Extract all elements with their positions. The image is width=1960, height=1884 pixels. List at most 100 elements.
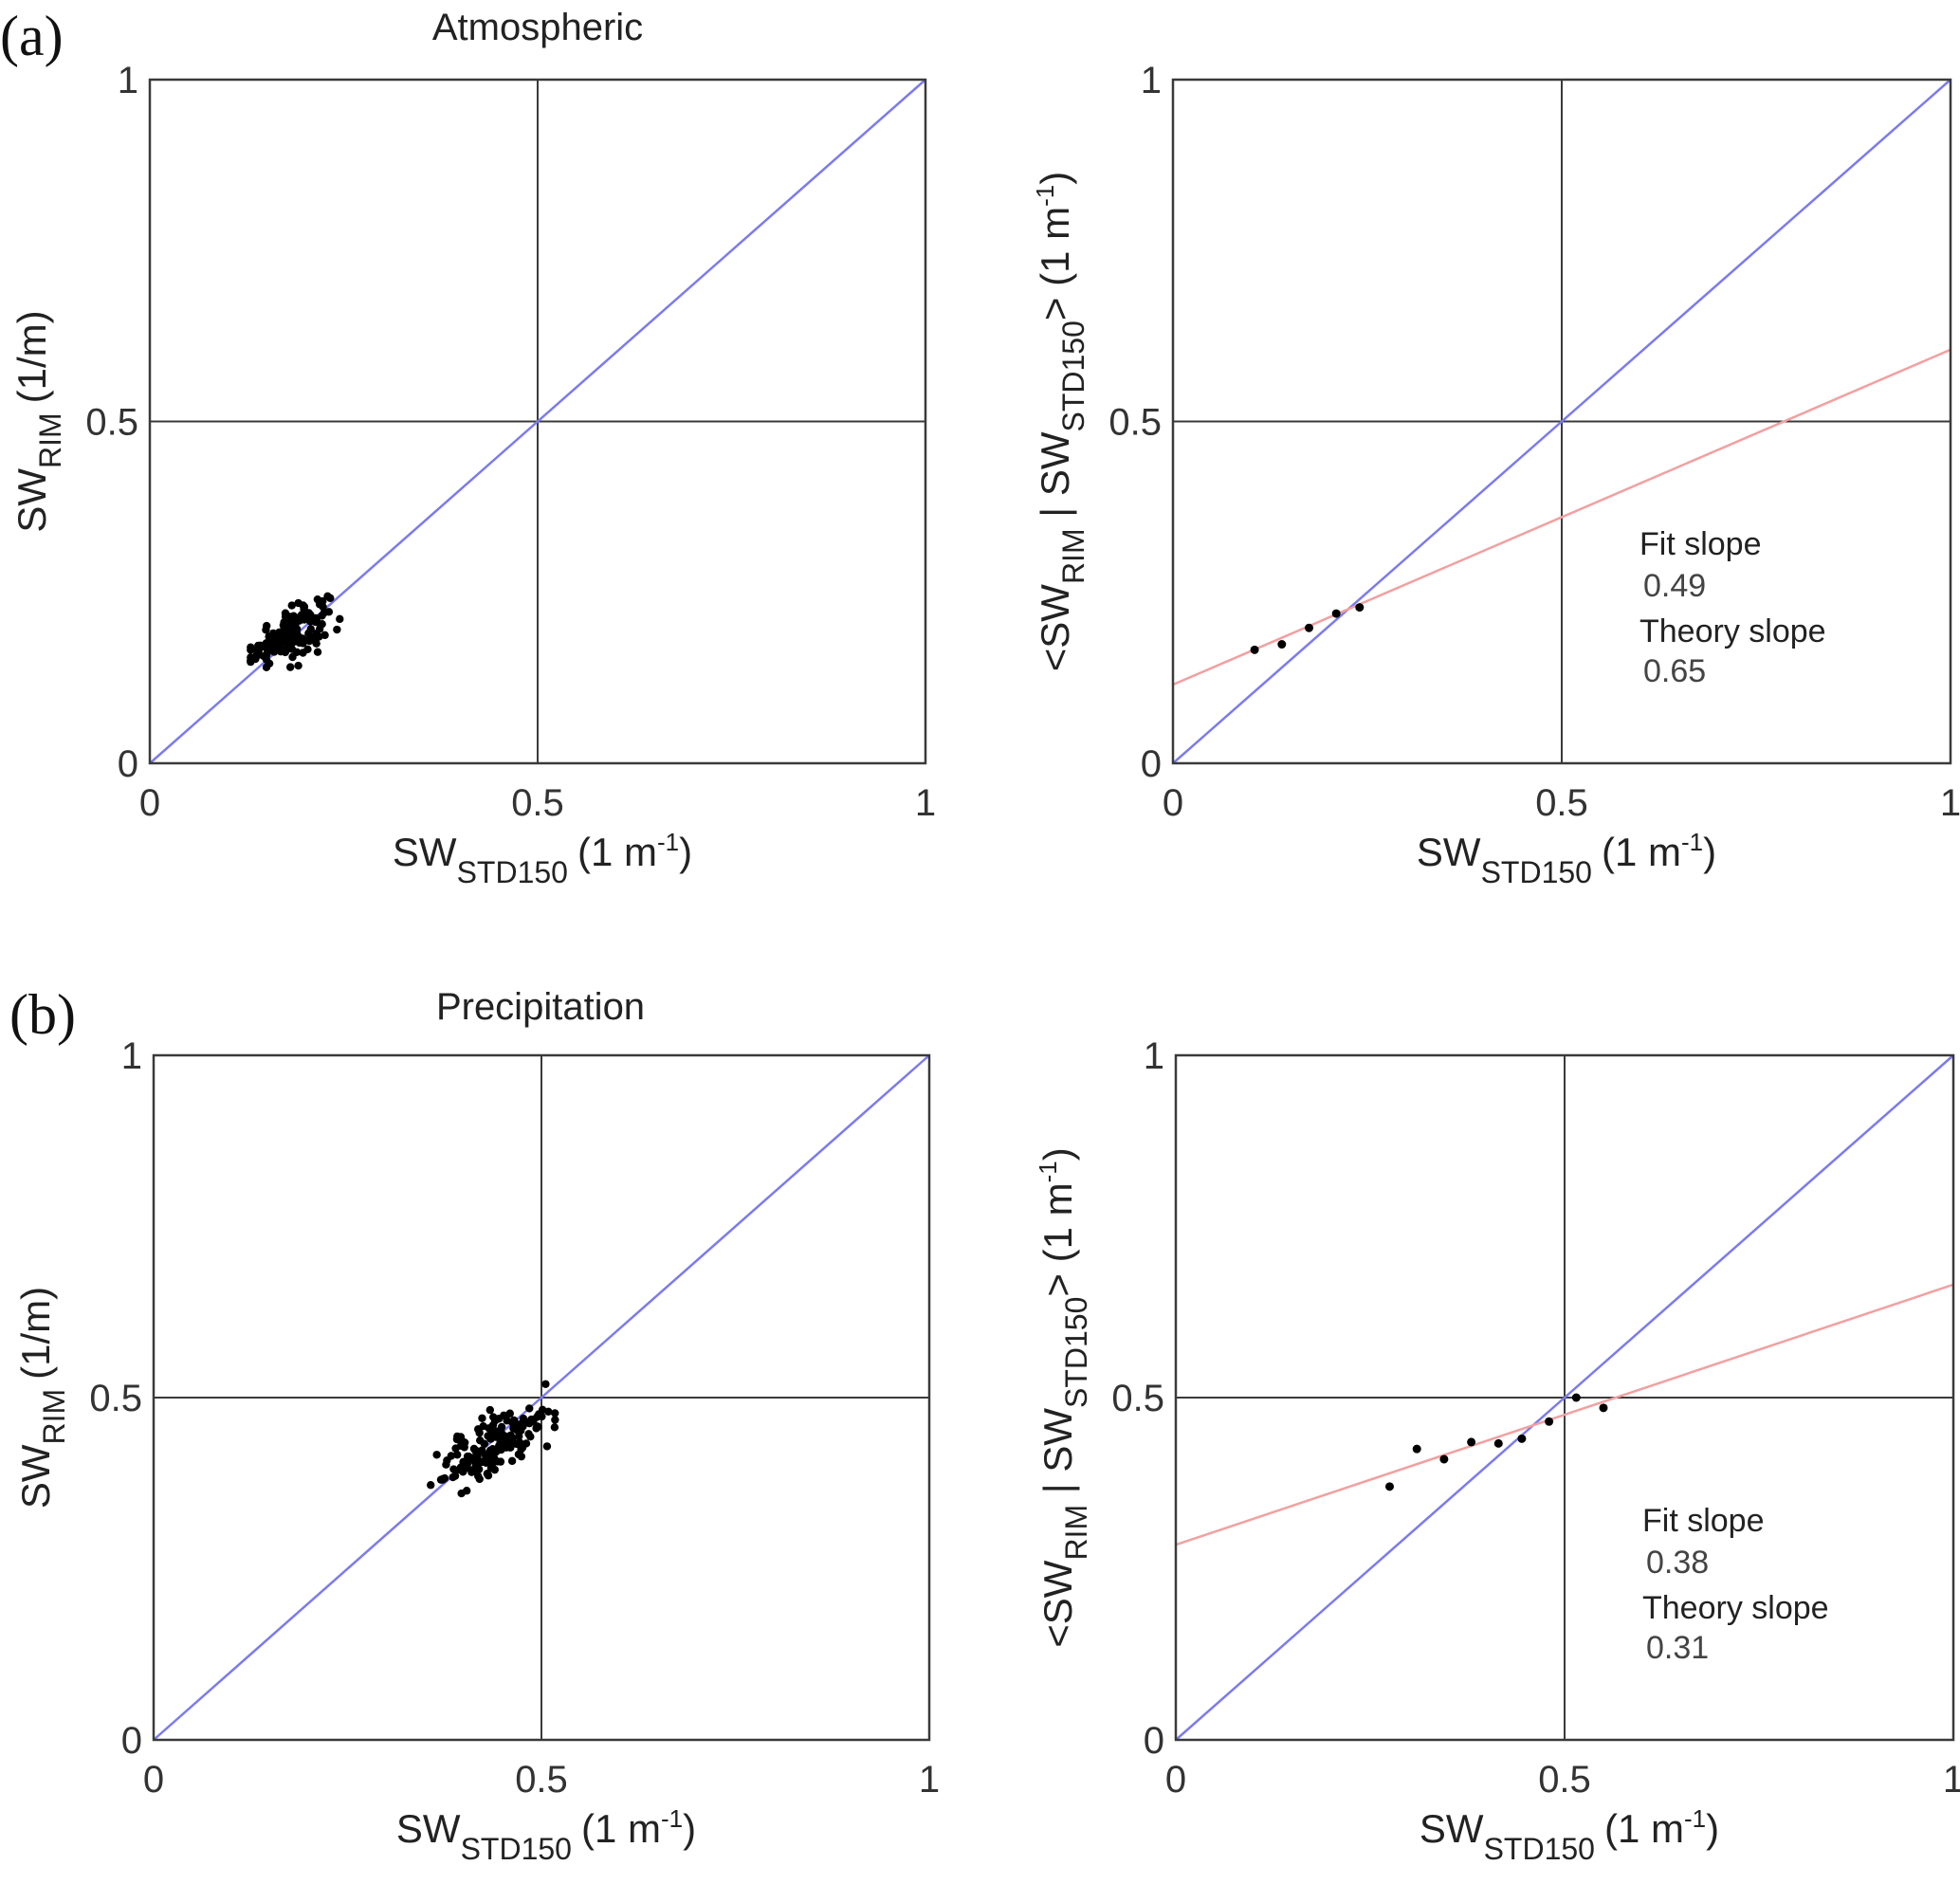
identity-line	[1175, 1054, 1954, 1741]
scatter-point	[478, 1414, 486, 1422]
scatter-point	[321, 631, 329, 640]
scatter-point	[485, 1405, 495, 1415]
scatter-point	[534, 1422, 542, 1432]
scatter-point	[449, 1472, 457, 1482]
scatter-point	[299, 601, 307, 610]
scatter-point	[483, 1470, 492, 1478]
y-axis-label: <SWRIM | SWSTD150> (1 m-1)	[1031, 172, 1090, 671]
scatter-point	[524, 1430, 533, 1438]
scatter-point	[1355, 603, 1365, 613]
scatter-point	[1385, 1482, 1394, 1491]
x-tick-label: 0.5	[1538, 1759, 1591, 1801]
x-tick-label: 0.5	[511, 782, 564, 824]
axes-frame	[152, 1053, 931, 1742]
scatter-point	[505, 1409, 514, 1418]
y-tick-label: 1	[1144, 1035, 1164, 1077]
scatter-point	[320, 608, 329, 617]
scatter-point	[509, 1419, 518, 1428]
scatter-point	[326, 594, 335, 603]
scatter-point	[455, 1465, 464, 1474]
panel-3: (b) Precipitation 00 0.5 0.5 1 1 SWSTD150 (1 m-1…	[9, 983, 940, 1866]
scatter-point	[502, 1443, 511, 1452]
scatter-point	[1250, 645, 1259, 654]
scatter-point	[294, 661, 302, 670]
x-tick-label: 1	[1940, 782, 1960, 824]
scatter-point	[507, 1456, 517, 1466]
x-tick-label: 0	[143, 1759, 164, 1801]
scatter-point	[473, 1425, 483, 1434]
x-axis-label: SWSTD150 (1 m-1)	[396, 1804, 696, 1866]
scatter-point	[551, 1409, 559, 1418]
scatter-point	[1599, 1403, 1608, 1413]
y-axis-label: SWRIM(1/m)	[9, 310, 67, 532]
scatter-point	[496, 1457, 505, 1466]
scatter-point	[1545, 1417, 1554, 1426]
scatter-point	[266, 633, 275, 642]
scatter-point	[1517, 1434, 1527, 1443]
theory-slope-value: 0.65	[1643, 653, 1706, 689]
scatter-point	[333, 625, 341, 634]
panel-title: Atmospheric	[432, 7, 643, 48]
scatter-point	[277, 632, 286, 641]
slope-annotations: Fit slope 0.38 Theory slope 0.31	[1642, 1503, 1829, 1666]
scatter-point	[281, 609, 290, 617]
scatter-point	[1277, 640, 1287, 649]
x-axis-label: SWSTD150 (1 m-1)	[1417, 828, 1716, 889]
scatter-point	[453, 1451, 462, 1459]
panel-letter: (a)	[0, 5, 64, 67]
axes-frame	[1174, 1053, 1955, 1742]
scatter-point	[288, 622, 297, 631]
theory-slope-label: Theory slope	[1639, 613, 1826, 649]
scatter-point	[336, 614, 344, 624]
scatter-point	[252, 646, 262, 655]
scatter-point	[513, 1426, 522, 1435]
scatter-point	[471, 1446, 480, 1454]
scatter-point	[475, 1436, 485, 1445]
scatter-point	[483, 1454, 492, 1463]
y-tick-label: 0.5	[1108, 402, 1162, 444]
scatter-point	[550, 1423, 559, 1432]
y-tick-label: 0	[1144, 1720, 1164, 1762]
scatter-point	[541, 1380, 550, 1388]
scatter-point	[490, 1417, 500, 1425]
x-tick-label: 0.5	[515, 1759, 568, 1801]
scatter-point	[485, 1446, 495, 1454]
scatter-point	[1571, 1393, 1581, 1402]
scatter-point	[1412, 1444, 1421, 1454]
theory-slope-value: 0.31	[1646, 1630, 1709, 1666]
scatter-point	[462, 1487, 471, 1495]
y-tick-label: 1	[121, 1035, 142, 1077]
x-axis-label: SWSTD150 (1 m-1)	[393, 828, 692, 889]
x-tick-label: 0	[1163, 782, 1183, 824]
x-tick-label: 1	[915, 782, 936, 824]
scatter-point	[514, 1440, 523, 1449]
scatter-point	[453, 1432, 462, 1441]
y-tick-label: 1	[1141, 60, 1162, 101]
y-tick-label: 0	[121, 1720, 142, 1762]
scatter-point	[467, 1468, 476, 1476]
scatter-point	[542, 1442, 552, 1451]
scatter-point	[438, 1474, 447, 1484]
y-axis-label: <SWRIM | SWSTD150> (1 m-1)	[1034, 1147, 1093, 1647]
y-tick-label: 0.5	[89, 1378, 142, 1419]
fit-line	[1175, 1283, 1954, 1546]
scatter-point	[471, 1460, 481, 1469]
scatter-point	[551, 1416, 559, 1424]
panel-title: Precipitation	[436, 986, 645, 1028]
panel-1: (a) Atmospheric 00 0.5 0.5 1 1 SWSTD150 (1 m-1) S…	[0, 5, 936, 889]
scatter-point	[487, 1428, 496, 1436]
scatter-point	[486, 1464, 496, 1472]
y-tick-label: 0.5	[85, 402, 138, 444]
fit-slope-label: Fit slope	[1642, 1503, 1765, 1539]
scatter-point	[287, 601, 296, 610]
slope-annotations: Fit slope 0.49 Theory slope 0.65	[1639, 526, 1826, 689]
scatter-point	[285, 663, 295, 671]
theory-slope-label: Theory slope	[1642, 1590, 1829, 1626]
scatter-point	[465, 1452, 473, 1461]
x-axis-label: SWSTD150 (1 m-1)	[1420, 1804, 1719, 1866]
panel-letter: (b)	[9, 983, 76, 1046]
scatter-point	[538, 1405, 547, 1415]
x-tick-label: 1	[1943, 1759, 1960, 1801]
